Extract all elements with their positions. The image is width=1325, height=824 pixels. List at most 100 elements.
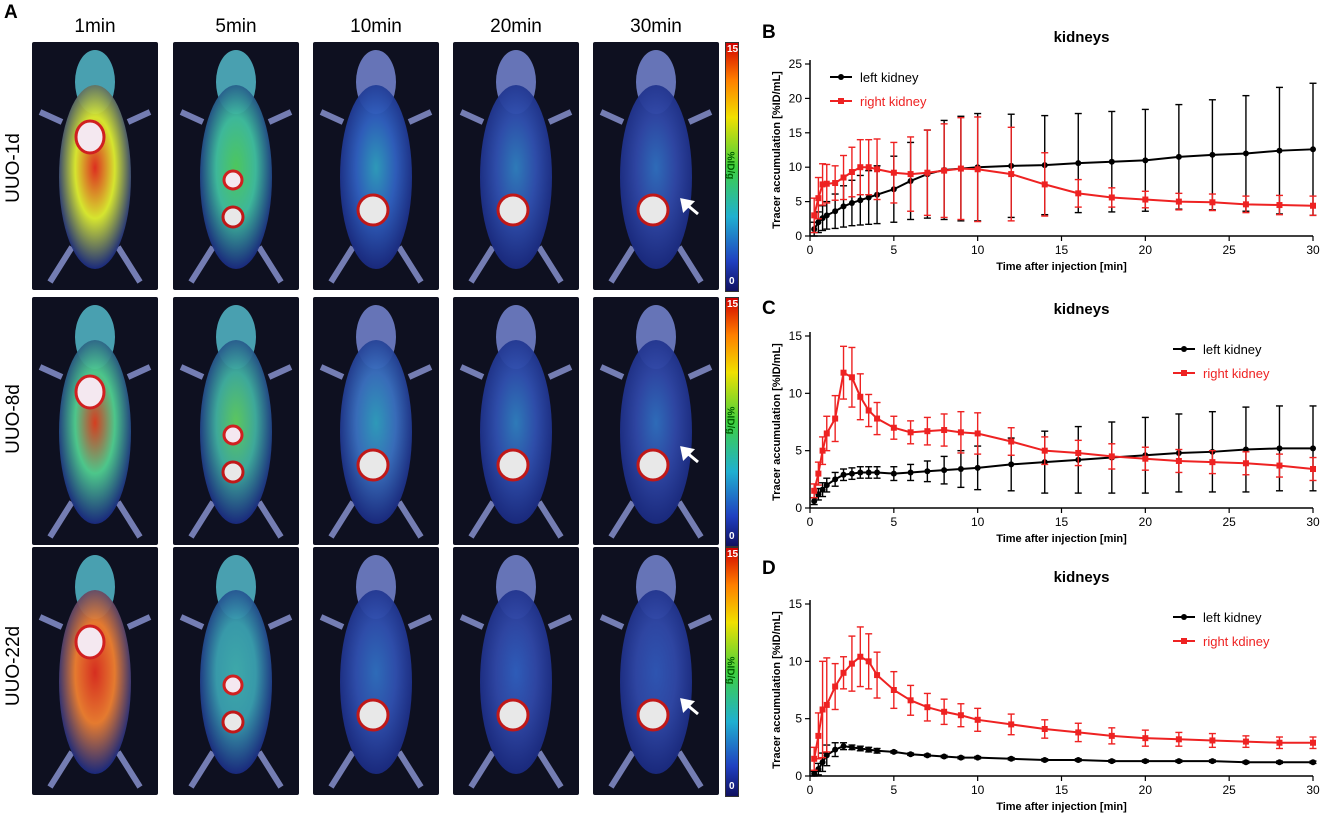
chart-title: kidneys — [1054, 29, 1110, 46]
data-point — [907, 429, 914, 436]
data-point — [1276, 739, 1283, 746]
x-tick-label: 5 — [890, 783, 897, 797]
data-point — [957, 754, 964, 761]
data-point — [1075, 190, 1082, 197]
data-point — [811, 498, 818, 505]
data-point — [1041, 447, 1048, 454]
data-point — [1310, 202, 1316, 209]
series-right-kidney — [810, 116, 1317, 234]
series-line — [813, 745, 1313, 775]
data-point — [865, 407, 872, 414]
legend-marker — [838, 74, 844, 80]
time-label-30min: 30min — [630, 16, 682, 37]
panel-d-letter: D — [762, 558, 776, 579]
time-label-10min: 10min — [350, 16, 402, 37]
data-point — [1242, 201, 1249, 208]
series-line — [813, 655, 1313, 759]
data-point — [974, 754, 981, 761]
data-point — [832, 180, 839, 187]
colorbar-min-label: 0 — [729, 276, 735, 287]
x-tick-label: 25 — [1222, 783, 1236, 797]
data-point — [1175, 758, 1182, 765]
data-point — [1008, 171, 1015, 178]
data-point — [1008, 721, 1015, 728]
chart-d: kidneys 0 5 10 15 0 5 10 15 20 25 30 Time after inje… — [771, 569, 1320, 813]
data-point — [840, 669, 847, 676]
chart-title: kidneys — [1054, 569, 1110, 586]
colorbar-max-label: 15 — [727, 299, 739, 310]
data-point — [848, 744, 855, 751]
colorbar-unit-label: %ID/g — [724, 406, 736, 435]
data-point — [1142, 455, 1149, 462]
x-tick-label: 20 — [1139, 243, 1153, 257]
data-point — [848, 199, 855, 206]
data-point — [1008, 438, 1015, 445]
data-point — [857, 393, 864, 400]
series-left-kidney — [810, 742, 1317, 777]
data-point — [857, 745, 864, 752]
data-point — [1276, 462, 1283, 469]
x-axis-label: Time after injection [min] — [996, 261, 1127, 273]
colorbar-min-label: 0 — [729, 781, 735, 792]
data-point — [857, 197, 864, 204]
x-tick-label: 15 — [1055, 515, 1069, 529]
data-point — [874, 469, 881, 476]
x-tick-label: 30 — [1306, 243, 1320, 257]
data-point — [1310, 445, 1316, 452]
data-point — [1142, 758, 1149, 765]
data-point — [865, 164, 872, 171]
pet-scan-image — [32, 547, 158, 795]
y-tick-label: 0 — [795, 769, 802, 783]
data-point — [1209, 459, 1216, 466]
data-point — [1075, 729, 1082, 736]
data-point — [811, 212, 818, 219]
y-tick-label: 5 — [795, 712, 802, 726]
data-point — [1142, 196, 1149, 203]
data-point — [924, 468, 931, 475]
data-point — [1175, 736, 1182, 743]
data-point — [907, 171, 914, 178]
data-point — [1108, 758, 1115, 765]
data-point — [974, 716, 981, 723]
x-tick-label: 0 — [807, 243, 814, 257]
data-point — [924, 169, 931, 176]
data-point — [857, 164, 864, 171]
data-point — [957, 466, 964, 473]
colorbar — [725, 297, 739, 547]
data-point — [1209, 151, 1216, 158]
data-point — [840, 203, 847, 210]
data-point — [957, 712, 964, 719]
data-point — [857, 469, 864, 476]
data-point — [832, 208, 839, 215]
colorbar-max-label: 15 — [727, 549, 739, 560]
data-point — [1310, 759, 1316, 766]
data-point — [832, 415, 839, 422]
data-point — [848, 169, 855, 176]
data-point — [815, 766, 822, 773]
pet-scan-image — [313, 42, 439, 290]
data-point — [1008, 755, 1015, 762]
row-label-uuo-8d: UUO-8d — [3, 384, 24, 454]
data-point — [890, 470, 897, 477]
data-point — [1242, 460, 1249, 467]
y-tick-label: 15 — [789, 597, 803, 611]
colorbar-max-label: 15 — [727, 44, 739, 55]
data-point — [865, 658, 872, 665]
y-tick-label: 15 — [789, 126, 803, 140]
legend-marker — [838, 98, 844, 104]
data-point — [924, 752, 931, 759]
legend-label: right kidney — [860, 94, 927, 109]
data-point — [840, 471, 847, 478]
y-tick-label: 10 — [789, 386, 803, 400]
y-tick-label: 0 — [795, 501, 802, 515]
chart-b: kidneys 0 5 10 15 20 25 0 5 10 15 20 25 30 Time after … — [771, 29, 1320, 273]
y-tick-label: 10 — [789, 654, 803, 668]
data-point — [811, 487, 818, 494]
data-point — [941, 753, 948, 760]
y-tick-label: 15 — [789, 329, 803, 343]
legend-marker — [1181, 614, 1187, 620]
data-point — [823, 180, 830, 187]
data-point — [1142, 157, 1149, 164]
data-point — [1108, 453, 1115, 460]
data-point — [1075, 449, 1082, 456]
